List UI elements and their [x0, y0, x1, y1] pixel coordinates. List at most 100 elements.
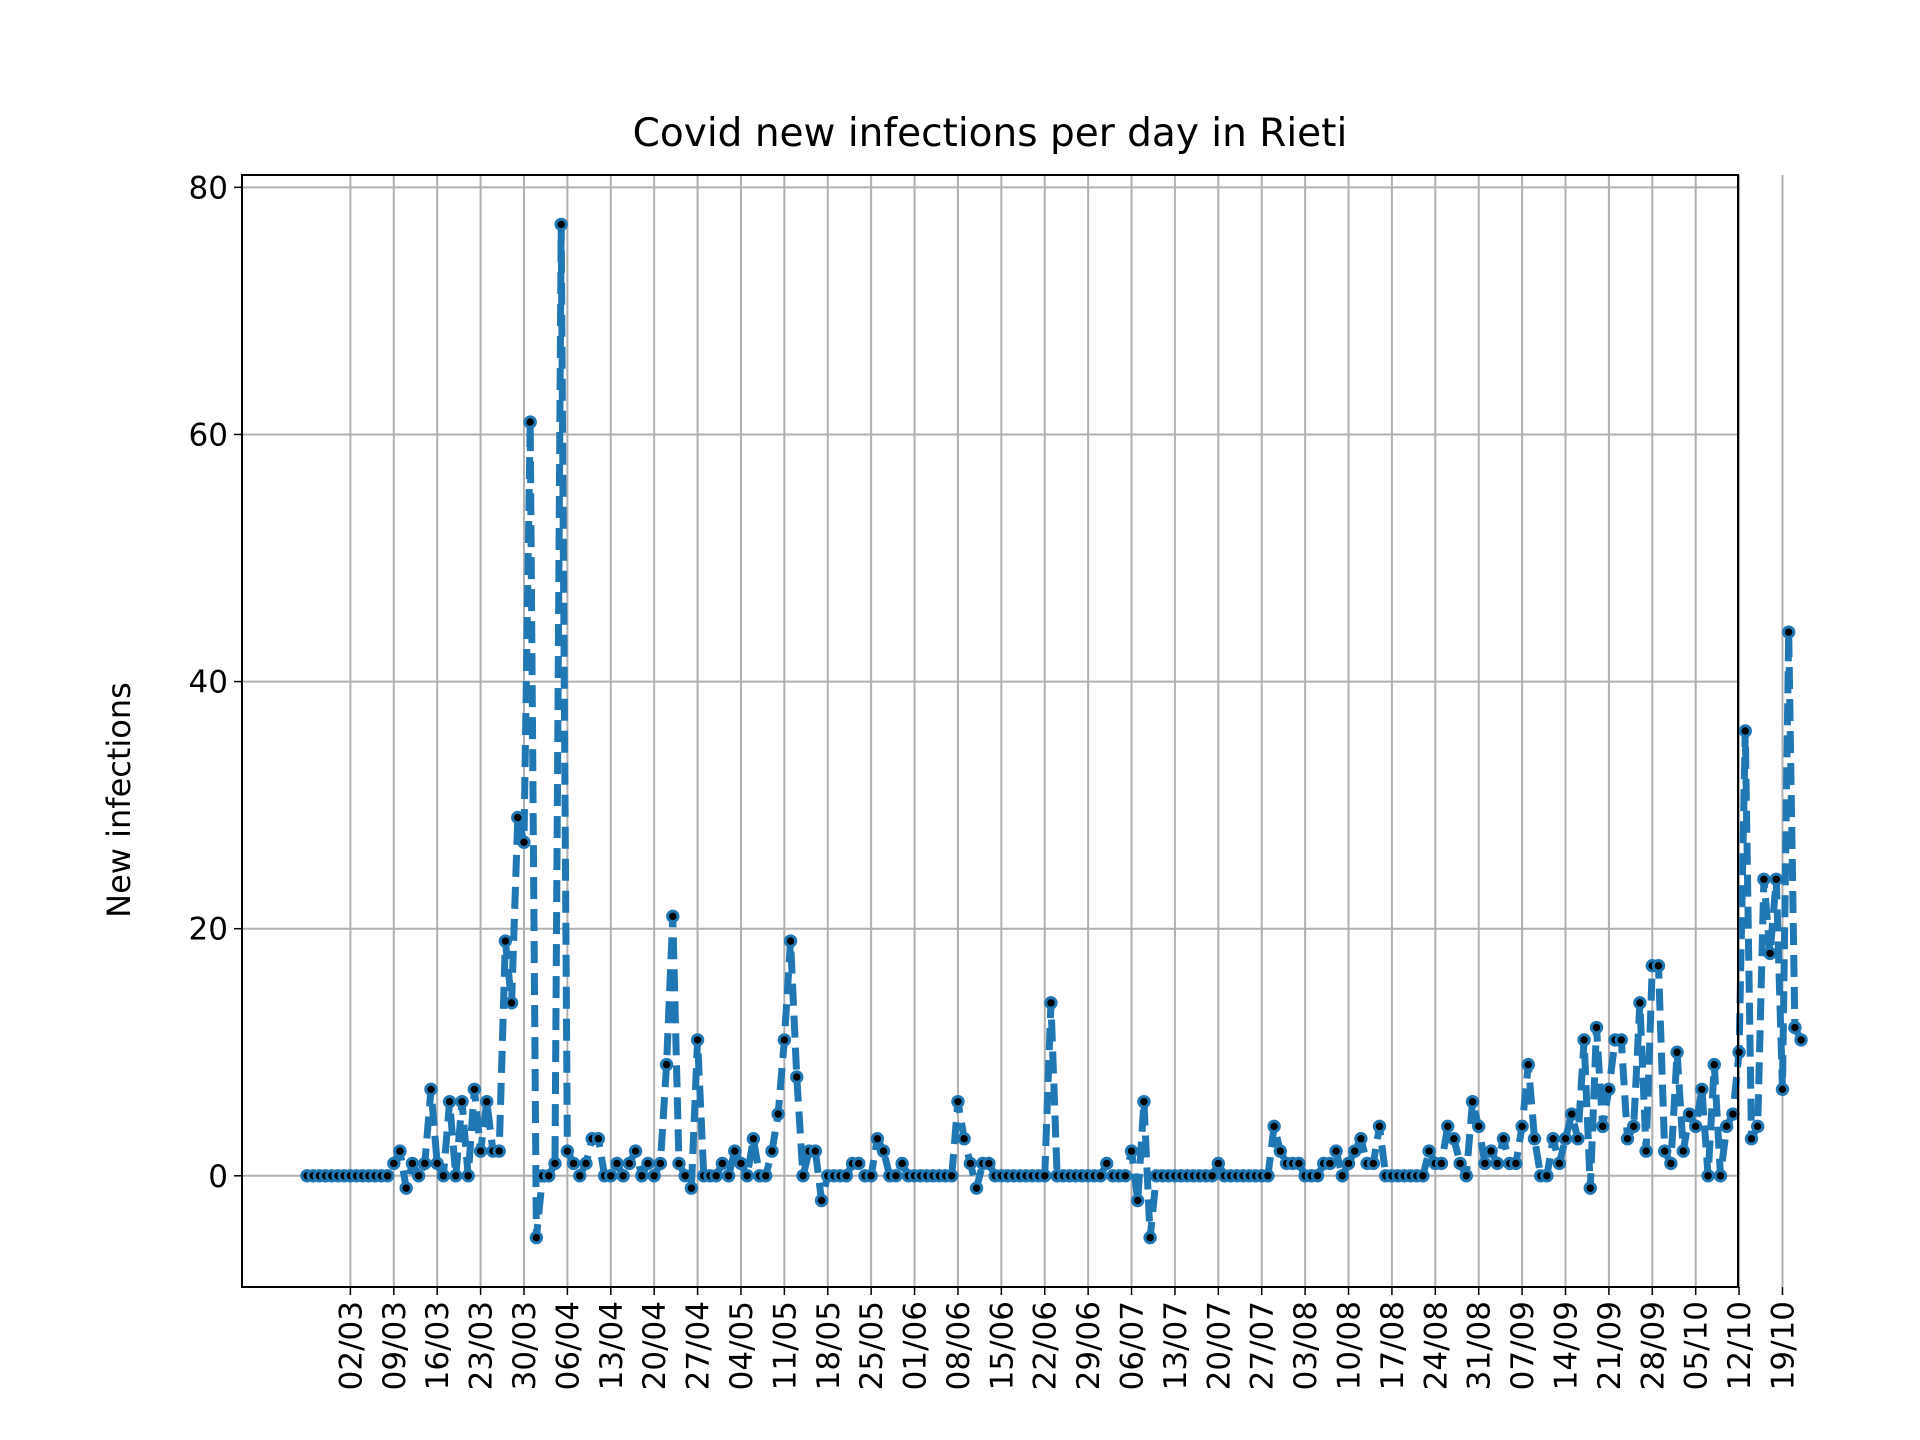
- x-tick-label: 11/05: [767, 1301, 803, 1390]
- x-tick-label: 30/03: [507, 1301, 543, 1390]
- x-axis-ticks: 02/03 09/03 16/03 23/03 30/03 06/04 13/04 20/04…: [333, 1287, 1801, 1390]
- data-point: [405, 1156, 420, 1171]
- data-point: [951, 1094, 965, 1109]
- data-point: [1310, 1169, 1325, 1183]
- x-tick-label: 03/08: [1288, 1301, 1324, 1390]
- data-point: [461, 1169, 475, 1183]
- data-point: [442, 1094, 457, 1109]
- data-point: [734, 1156, 748, 1171]
- data-point: [659, 1057, 674, 1072]
- data-point: [957, 1132, 971, 1146]
- data-point: [1670, 1045, 1684, 1059]
- data-point: [1775, 1082, 1790, 1097]
- data-point: [1688, 1119, 1703, 1134]
- data-point: [498, 934, 513, 948]
- data-point: [473, 1144, 488, 1158]
- data-point: [1707, 1057, 1721, 1072]
- data-point: [511, 810, 525, 825]
- data-point: [566, 1156, 581, 1171]
- data-point: [635, 1169, 649, 1183]
- x-tick-label: 22/06: [1028, 1301, 1064, 1390]
- data-point: [542, 1169, 556, 1183]
- data-point: [1354, 1132, 1368, 1146]
- data-point: [1750, 1119, 1765, 1134]
- data-point: [740, 1169, 754, 1183]
- data-point: [1626, 1119, 1641, 1134]
- data-point: [1558, 1132, 1573, 1146]
- data-point: [1416, 1169, 1430, 1183]
- x-tick-label: 27/04: [681, 1301, 717, 1390]
- plot-frame: [241, 174, 1739, 1288]
- data-point: [1118, 1169, 1133, 1183]
- data-point: [1465, 1094, 1480, 1109]
- data-point: [424, 1082, 438, 1097]
- data-point: [517, 835, 531, 849]
- data-point: [1552, 1156, 1566, 1171]
- data-point: [591, 1132, 606, 1146]
- data-point: [759, 1169, 773, 1183]
- data-point: [467, 1082, 482, 1097]
- x-tick-label: 06/04: [550, 1301, 586, 1390]
- data-point: [982, 1156, 996, 1171]
- data-point: [1472, 1119, 1486, 1134]
- data-point: [864, 1169, 878, 1183]
- data-point: [715, 1156, 730, 1171]
- data-point: [783, 934, 798, 948]
- data-point: [653, 1156, 668, 1171]
- data-point: [1341, 1156, 1356, 1171]
- x-tick-label: 12/10: [1722, 1301, 1758, 1390]
- data-point: [746, 1132, 761, 1146]
- data-point: [1657, 1144, 1672, 1158]
- data-point: [411, 1169, 426, 1183]
- x-tick-label: 06/07: [1115, 1301, 1151, 1390]
- data-point: [721, 1169, 736, 1183]
- data-point: [1205, 1169, 1219, 1183]
- data-point: [777, 1033, 792, 1047]
- data-point: [1441, 1119, 1455, 1134]
- x-tick-label: 20/07: [1201, 1301, 1237, 1390]
- data-point: [1614, 1033, 1628, 1047]
- data-point: [796, 1169, 810, 1183]
- data-point: [1664, 1156, 1678, 1171]
- data-point: [870, 1132, 885, 1146]
- data-point: [1583, 1181, 1597, 1195]
- data-point: [1595, 1119, 1610, 1134]
- x-tick-label: 01/06: [898, 1301, 934, 1390]
- data-point: [1038, 1169, 1052, 1183]
- data-point: [455, 1094, 469, 1109]
- data-point: [876, 1144, 891, 1158]
- data-point: [1589, 1020, 1604, 1035]
- x-tick-label: 07/09: [1505, 1301, 1541, 1390]
- data-point: [1131, 1193, 1145, 1208]
- data-point: [418, 1156, 432, 1171]
- data-point: [1639, 1144, 1653, 1158]
- data-point: [1478, 1156, 1492, 1171]
- data-point: [492, 1144, 506, 1158]
- x-tick-label: 05/10: [1679, 1301, 1715, 1390]
- data-point: [1546, 1132, 1560, 1146]
- y-axis-ticks: 0 20 40 60 80: [189, 170, 242, 1195]
- data-point: [641, 1156, 655, 1171]
- data-point: [548, 1156, 562, 1171]
- data-point: [573, 1169, 587, 1183]
- data-point: [393, 1144, 407, 1158]
- x-tick-label: 13/04: [594, 1301, 630, 1390]
- data-point: [1329, 1144, 1343, 1158]
- data-point: [895, 1156, 909, 1171]
- data-point: [1726, 1107, 1740, 1121]
- data-point: [666, 909, 680, 924]
- data-point: [616, 1169, 630, 1183]
- data-point: [1453, 1156, 1467, 1171]
- x-tick-label: 24/08: [1418, 1301, 1454, 1390]
- data-point: [1769, 872, 1783, 886]
- data-point: [1323, 1156, 1337, 1171]
- data-point: [790, 1070, 804, 1084]
- x-tick-label: 15/06: [984, 1301, 1020, 1390]
- data-point: [387, 1156, 401, 1171]
- data-point: [1273, 1144, 1288, 1158]
- x-tick-label: 31/08: [1462, 1301, 1498, 1390]
- data-point: [1577, 1033, 1591, 1047]
- x-tick-label: 21/09: [1592, 1301, 1628, 1390]
- data-point: [1459, 1169, 1474, 1183]
